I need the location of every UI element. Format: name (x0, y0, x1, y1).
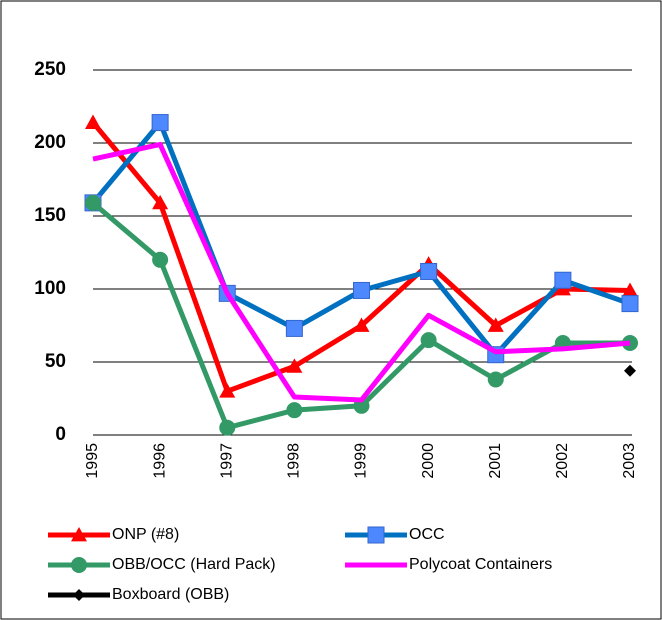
marker (420, 262, 438, 280)
marker (420, 332, 437, 349)
y-tick-label: 200 (34, 132, 66, 153)
x-tick-label: 1997 (218, 443, 235, 479)
x-tick-label: 2003 (621, 443, 638, 479)
marker (621, 295, 639, 313)
legend-marker (73, 589, 85, 601)
marker (286, 402, 303, 419)
marker (85, 194, 101, 211)
y-tick-label: 0 (55, 424, 66, 445)
x-tick-label: 1999 (353, 443, 370, 479)
marker (487, 317, 504, 332)
marker (353, 317, 370, 332)
x-tick-label: 1998 (286, 443, 303, 479)
y-tick-label: 150 (34, 205, 66, 226)
legend-marker (367, 526, 385, 544)
legend-marker (71, 557, 87, 573)
legend-label: Boxboard (OBB) (112, 586, 229, 603)
marker (285, 319, 303, 337)
x-tick-label: 1995 (84, 443, 101, 479)
x-tick-label: 2000 (420, 443, 437, 479)
marker (622, 282, 638, 297)
legend-label: Polycoat Containers (409, 556, 552, 573)
x-tick-label: 2001 (487, 443, 504, 479)
marker (85, 114, 101, 129)
x-tick-label: 1996 (151, 443, 168, 479)
marker (554, 271, 572, 289)
marker (151, 114, 169, 132)
marker (487, 371, 504, 388)
x-tick-label: 2002 (554, 443, 571, 479)
legend-label: OBB/OCC (Hard Pack) (112, 556, 276, 573)
marker (219, 383, 236, 398)
marker (219, 419, 236, 436)
legend-marker (71, 527, 87, 542)
series-line (92, 141, 631, 403)
y-tick-label: 100 (34, 278, 66, 299)
marker (286, 358, 303, 373)
legend-label: ONP (#8) (112, 526, 179, 543)
y-tick-label: 250 (34, 59, 66, 80)
marker (152, 194, 169, 210)
marker (624, 364, 636, 377)
marker (152, 251, 169, 268)
y-tick-label: 50 (45, 351, 66, 372)
marker (353, 281, 370, 299)
legend-label: OCC (409, 526, 445, 543)
